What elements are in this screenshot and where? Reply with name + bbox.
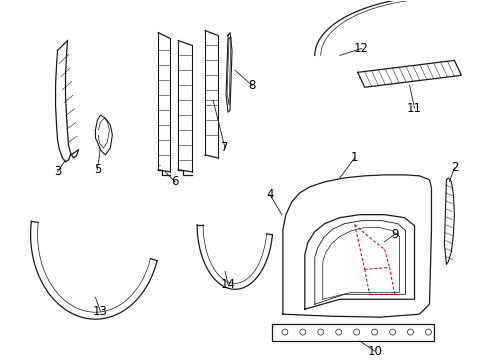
Text: 1: 1 bbox=[350, 152, 358, 165]
Text: 12: 12 bbox=[353, 42, 368, 55]
Text: 14: 14 bbox=[220, 278, 235, 291]
Text: 11: 11 bbox=[406, 102, 421, 115]
Text: 8: 8 bbox=[248, 79, 255, 92]
Text: 7: 7 bbox=[221, 141, 228, 154]
Text: 9: 9 bbox=[390, 228, 398, 241]
Text: 3: 3 bbox=[54, 165, 61, 178]
Text: 4: 4 bbox=[265, 188, 273, 201]
Text: 10: 10 bbox=[366, 345, 381, 357]
Text: 2: 2 bbox=[450, 161, 457, 174]
Text: 6: 6 bbox=[171, 175, 179, 188]
Text: 5: 5 bbox=[94, 163, 101, 176]
Text: 13: 13 bbox=[93, 305, 108, 318]
